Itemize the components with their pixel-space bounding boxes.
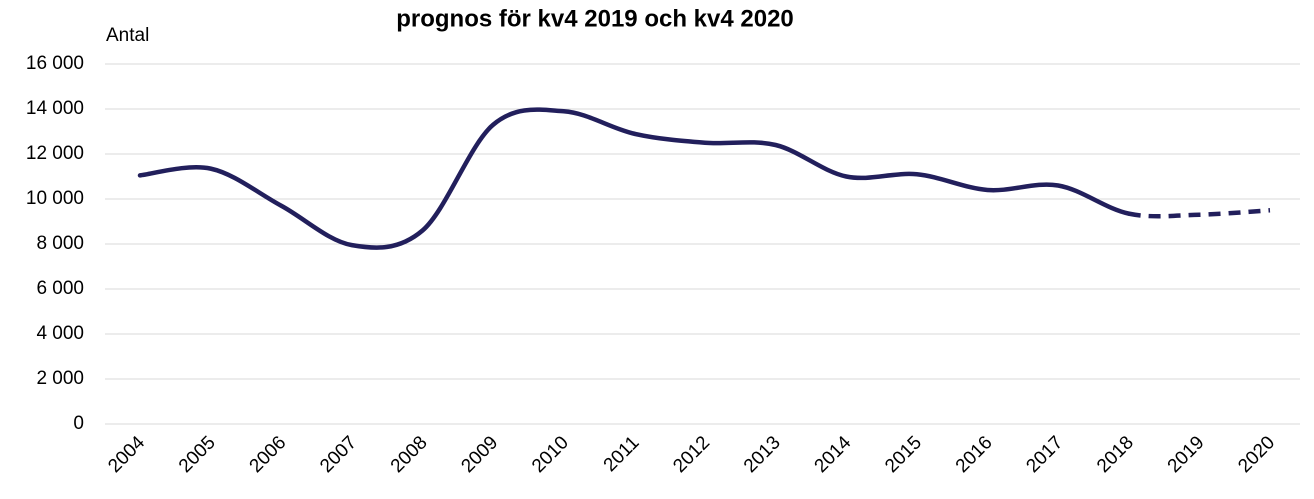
line <box>137 107 1131 250</box>
y-tick-label: 0 <box>73 413 84 434</box>
x-tick-label: 2019 <box>1164 432 1209 477</box>
x-tick-label: 2011 <box>600 432 644 476</box>
chart-title: prognos för kv4 2019 och kv4 2020 <box>396 5 794 32</box>
x-tick-label: 2006 <box>246 432 291 477</box>
x-tick-label: 2015 <box>881 432 926 477</box>
y-tick-label: 4 000 <box>36 323 84 344</box>
x-tick-label: 2016 <box>952 432 997 477</box>
x-tick-label: 2010 <box>528 432 573 477</box>
forecast-line <box>1128 208 1271 219</box>
x-tick-label: 2007 <box>316 432 361 477</box>
y-tick-label: 2 000 <box>36 368 84 389</box>
y-tick-label: 6 000 <box>36 278 84 299</box>
x-tick-label: 2013 <box>740 432 785 477</box>
x-tick-label: 2009 <box>457 432 502 477</box>
y-tick-label: 16 000 <box>26 53 84 74</box>
x-tick-label: 2018 <box>1093 432 1138 477</box>
x-tick-label: 2012 <box>669 432 714 477</box>
x-tick-label: 2004 <box>104 432 149 477</box>
y-tick-label: 8 000 <box>36 233 84 254</box>
x-tick-label: 2020 <box>1234 432 1279 477</box>
x-tick-label: 2014 <box>811 432 856 477</box>
y-axis-label: Antal <box>106 25 149 46</box>
x-tick-label: 2017 <box>1022 432 1067 477</box>
x-tick-label: 2005 <box>175 432 220 477</box>
y-tick-label: 12 000 <box>26 143 84 164</box>
y-tick-label: 10 000 <box>26 188 84 209</box>
x-tick-label: 2008 <box>387 432 432 477</box>
y-tick-label: 14 000 <box>26 98 84 119</box>
